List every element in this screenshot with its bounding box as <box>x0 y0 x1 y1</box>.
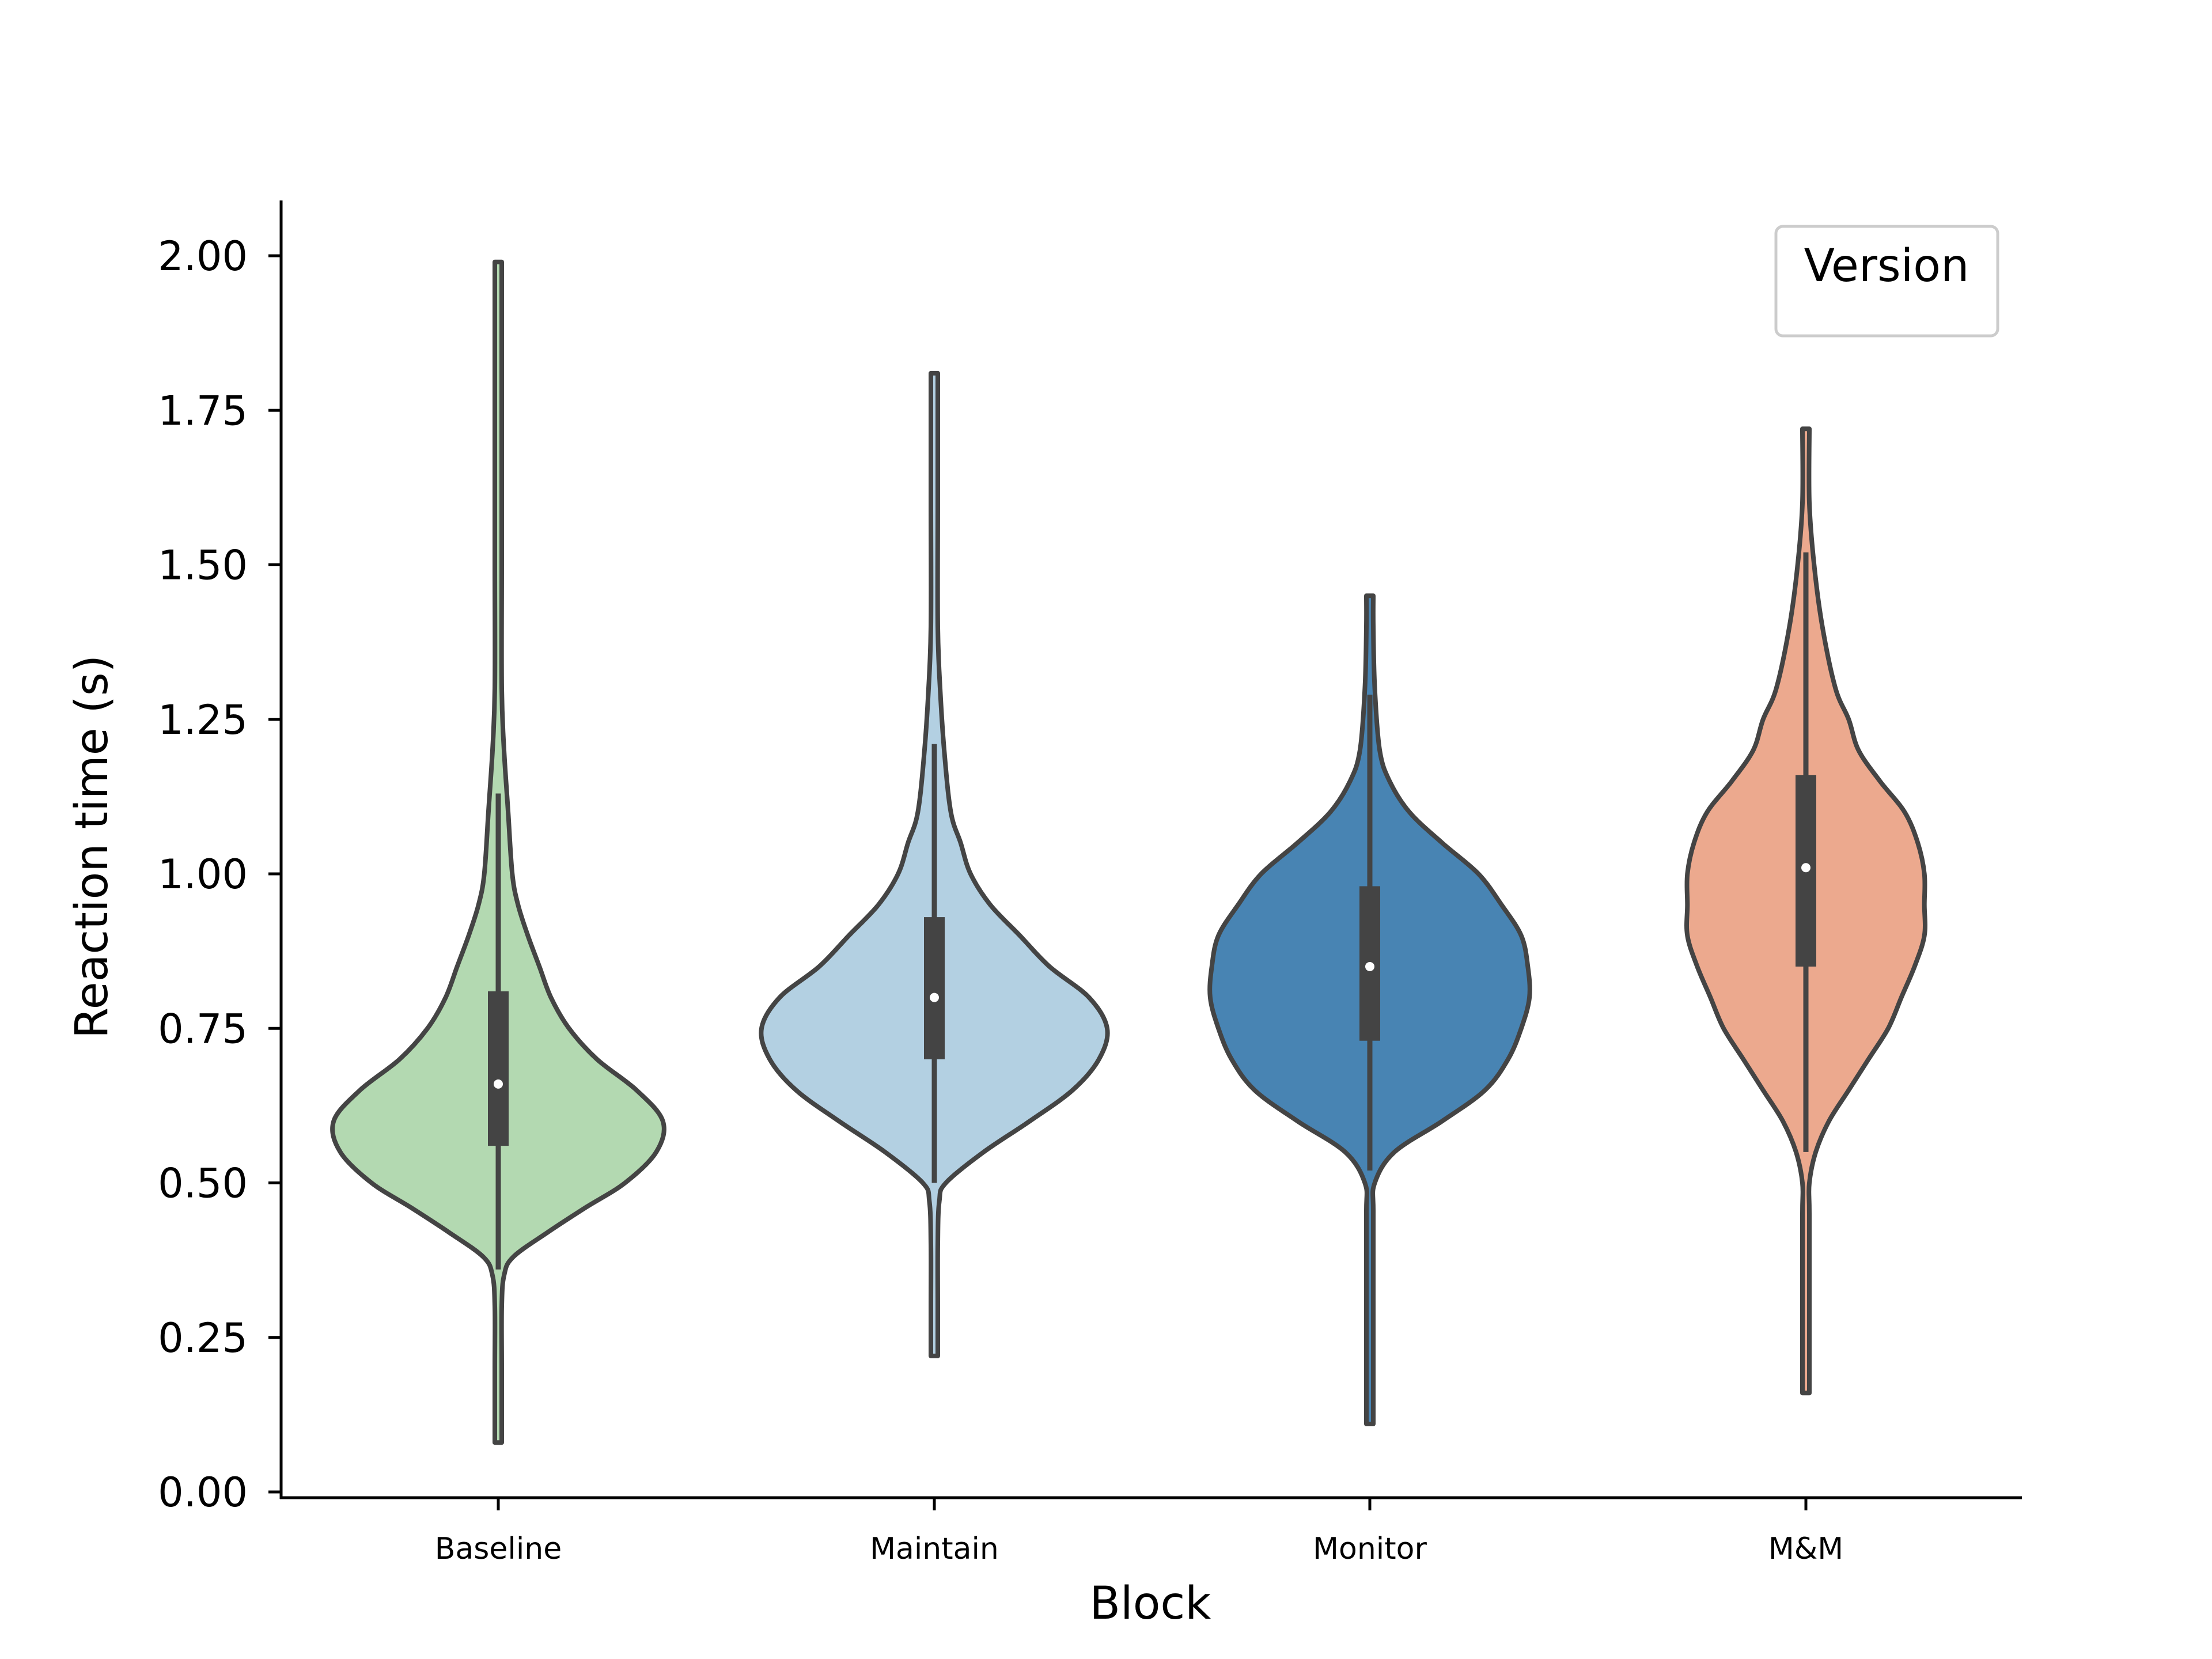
y-axis-title: Reaction time (s) <box>66 655 118 1039</box>
y-tick-label: 0.50 <box>158 1160 248 1207</box>
y-axis-ticks: 0.00 0.25 0.50 0.75 1.00 1.25 1.50 1.75 2.00 <box>158 233 281 1516</box>
y-tick-label: 2.00 <box>158 233 248 280</box>
x-axis-ticks: Baseline Maintain Monitor M&M <box>435 1498 1843 1566</box>
violin-iqr-box <box>488 991 509 1146</box>
violin-median-dot <box>494 1079 503 1089</box>
violin-median-dot <box>930 993 939 1002</box>
x-tick-label: M&M <box>1768 1532 1843 1566</box>
x-tick-label: Monitor <box>1313 1532 1427 1566</box>
violin-iqr-box <box>924 917 945 1059</box>
legend-box <box>1774 225 1999 338</box>
x-axis-title: Block <box>1090 1578 1211 1630</box>
y-tick-label: 1.50 <box>158 542 248 589</box>
x-tick-label: Maintain <box>870 1532 999 1566</box>
y-tick-label: 0.00 <box>158 1469 248 1516</box>
y-tick-label: 1.25 <box>158 696 248 744</box>
y-tick-label: 0.25 <box>158 1315 248 1362</box>
legend: Version <box>1774 225 1999 338</box>
y-tick-label: 1.75 <box>158 387 248 434</box>
violin-median-dot <box>1365 961 1374 971</box>
violin-median-dot <box>1801 863 1810 873</box>
y-tick-label: 1.00 <box>158 851 248 898</box>
y-tick-label: 0.75 <box>158 1005 248 1052</box>
x-tick-label: Baseline <box>435 1532 562 1566</box>
violins-group <box>330 259 1927 1445</box>
legend-title: Version <box>1804 240 1969 292</box>
